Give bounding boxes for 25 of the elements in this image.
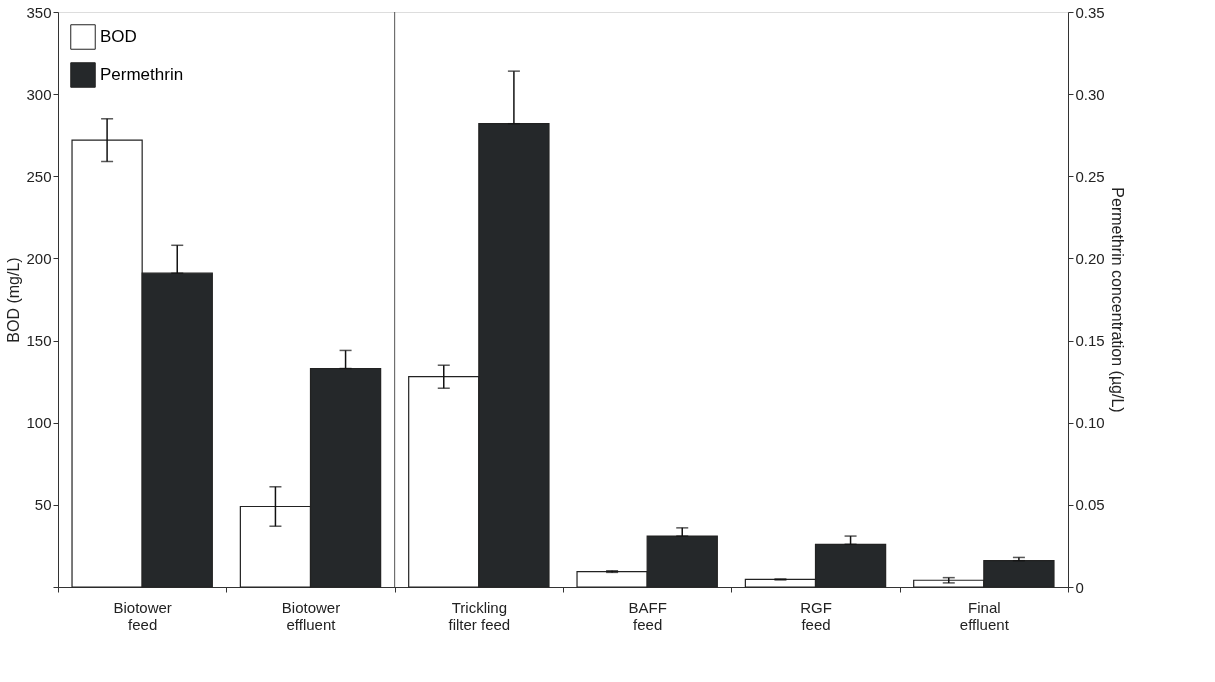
- x-tick-label: Biotower effluent: [281, 598, 341, 633]
- x-tick-label: RGF feed: [800, 598, 832, 633]
- legend-label: BOD: [100, 27, 137, 46]
- legend-label: Permethrin: [100, 65, 184, 84]
- y-tick-label: 50: [34, 496, 52, 514]
- y-tick-label: 150: [26, 332, 52, 350]
- y2-tick-label: 0: [1075, 578, 1084, 596]
- y-tick-label: 300: [26, 85, 52, 103]
- x-tick-label: Biotower feed: [113, 598, 172, 633]
- x-tick-label: BAFF feed: [628, 598, 667, 633]
- y2-tick-label: 0.10: [1075, 414, 1105, 432]
- y2-tick-label: 0.30: [1075, 85, 1105, 103]
- y-tick-label: 100: [26, 414, 52, 432]
- y2-axis-title: Permethrin concentration (µg/L): [1108, 187, 1126, 413]
- y2-tick-label: 0.25: [1075, 167, 1105, 185]
- y-tick-label: 200: [26, 249, 52, 267]
- y2-tick-label: 0.20: [1075, 249, 1105, 267]
- x-tick-label: Trickling filter feed: [448, 598, 511, 633]
- y-tick-label: 350: [26, 3, 52, 21]
- x-tick-label: Final effluent: [959, 598, 1010, 633]
- y2-tick-label: 0.15: [1075, 332, 1105, 350]
- y-axis-title: BOD (mg/L): [5, 257, 23, 343]
- y2-tick-label: 0.35: [1075, 3, 1105, 21]
- y-tick-label: 250: [26, 167, 52, 185]
- y2-tick-label: 0.05: [1075, 496, 1105, 514]
